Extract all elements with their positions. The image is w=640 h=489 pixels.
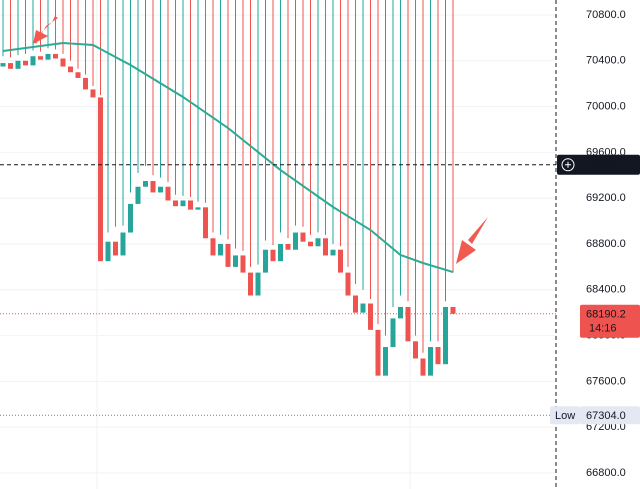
moving-average bbox=[2, 42, 454, 273]
candle-body bbox=[225, 243, 231, 267]
candle-body bbox=[338, 249, 343, 273]
low-tag-bg bbox=[550, 406, 580, 425]
y-tick-label: 69200.0 bbox=[586, 192, 626, 204]
candle-body bbox=[240, 255, 246, 273]
candle-body bbox=[398, 306, 403, 319]
candle-body bbox=[53, 53, 58, 59]
arrow-head bbox=[456, 240, 476, 264]
candle-body bbox=[353, 295, 358, 313]
candle-body bbox=[218, 243, 223, 256]
low-price-bg bbox=[580, 406, 640, 425]
candle-body bbox=[435, 347, 441, 365]
crosshair-plus bbox=[561, 158, 575, 172]
last-price-time: 14:16 bbox=[589, 323, 617, 335]
candle-body bbox=[255, 272, 261, 296]
candle-body bbox=[113, 241, 118, 256]
candle-body bbox=[345, 272, 351, 296]
candle-body bbox=[428, 347, 433, 376]
candle-body bbox=[68, 66, 73, 73]
candle-body bbox=[45, 53, 51, 60]
candle-body bbox=[383, 347, 388, 376]
last-price-label: 68190.2 bbox=[586, 309, 626, 321]
last-price-bg bbox=[580, 304, 640, 338]
candle-body bbox=[150, 181, 156, 193]
candle-body bbox=[90, 89, 96, 98]
candle-body bbox=[23, 60, 28, 66]
candle-body bbox=[8, 63, 13, 69]
candle-body bbox=[158, 186, 163, 193]
low-price-label: 67304.0 bbox=[586, 410, 626, 422]
candle-body bbox=[120, 232, 126, 256]
candle-body bbox=[270, 249, 276, 262]
y-tick-label: 70400.0 bbox=[586, 55, 626, 67]
candle-body bbox=[293, 232, 298, 250]
candle-body bbox=[323, 238, 328, 256]
candle-body bbox=[390, 318, 396, 348]
candle-body bbox=[248, 272, 253, 296]
low-tag: Low bbox=[555, 410, 575, 422]
candle-body bbox=[188, 200, 193, 210]
candle-body bbox=[375, 329, 381, 376]
candle-body bbox=[368, 303, 373, 330]
candle-body bbox=[135, 186, 141, 204]
y-tick-label: 68800.0 bbox=[586, 238, 626, 250]
candle-body bbox=[60, 58, 66, 67]
candle-body bbox=[263, 249, 268, 273]
candle-body bbox=[233, 255, 238, 267]
candle-body bbox=[83, 77, 88, 90]
candle-body bbox=[420, 358, 426, 376]
candle-body bbox=[315, 238, 321, 247]
candle-body bbox=[173, 200, 178, 207]
candle-body bbox=[15, 60, 21, 69]
candle-body bbox=[38, 56, 43, 60]
candle-body bbox=[128, 203, 133, 233]
candle-body bbox=[75, 72, 81, 78]
arrow bbox=[468, 217, 488, 244]
crosshair-plus-sign bbox=[565, 161, 571, 168]
arrow-head bbox=[33, 30, 48, 44]
candle-body bbox=[308, 241, 313, 247]
candle-body bbox=[143, 181, 148, 187]
candle-body bbox=[105, 241, 111, 262]
y-tick-label: 66800.0 bbox=[586, 467, 626, 479]
y-tick-label: 67600.0 bbox=[586, 375, 626, 387]
y-tick-label: 68400.0 bbox=[586, 284, 626, 296]
candle-body bbox=[405, 306, 411, 342]
candle-body bbox=[98, 97, 103, 262]
candle-body bbox=[165, 186, 171, 201]
candle-body bbox=[413, 341, 418, 359]
candle-body bbox=[360, 303, 366, 313]
y-tick-label: 70000.0 bbox=[586, 100, 626, 112]
crosshair-label: 69491.7 bbox=[587, 160, 627, 172]
candle-body bbox=[330, 249, 336, 256]
candle-body bbox=[300, 232, 306, 242]
crosshair-label-bg bbox=[557, 154, 640, 175]
candle-body bbox=[278, 243, 283, 262]
candle-body bbox=[450, 306, 456, 314]
candle-body bbox=[195, 207, 201, 210]
candle-body bbox=[285, 243, 291, 250]
y-tick-label: 70800.0 bbox=[586, 9, 626, 21]
candle-body bbox=[180, 200, 186, 207]
candle-body bbox=[443, 306, 448, 365]
candle-body bbox=[30, 56, 36, 66]
candle-body bbox=[203, 207, 208, 239]
candle-body bbox=[210, 238, 216, 256]
candle-body bbox=[0, 63, 6, 67]
